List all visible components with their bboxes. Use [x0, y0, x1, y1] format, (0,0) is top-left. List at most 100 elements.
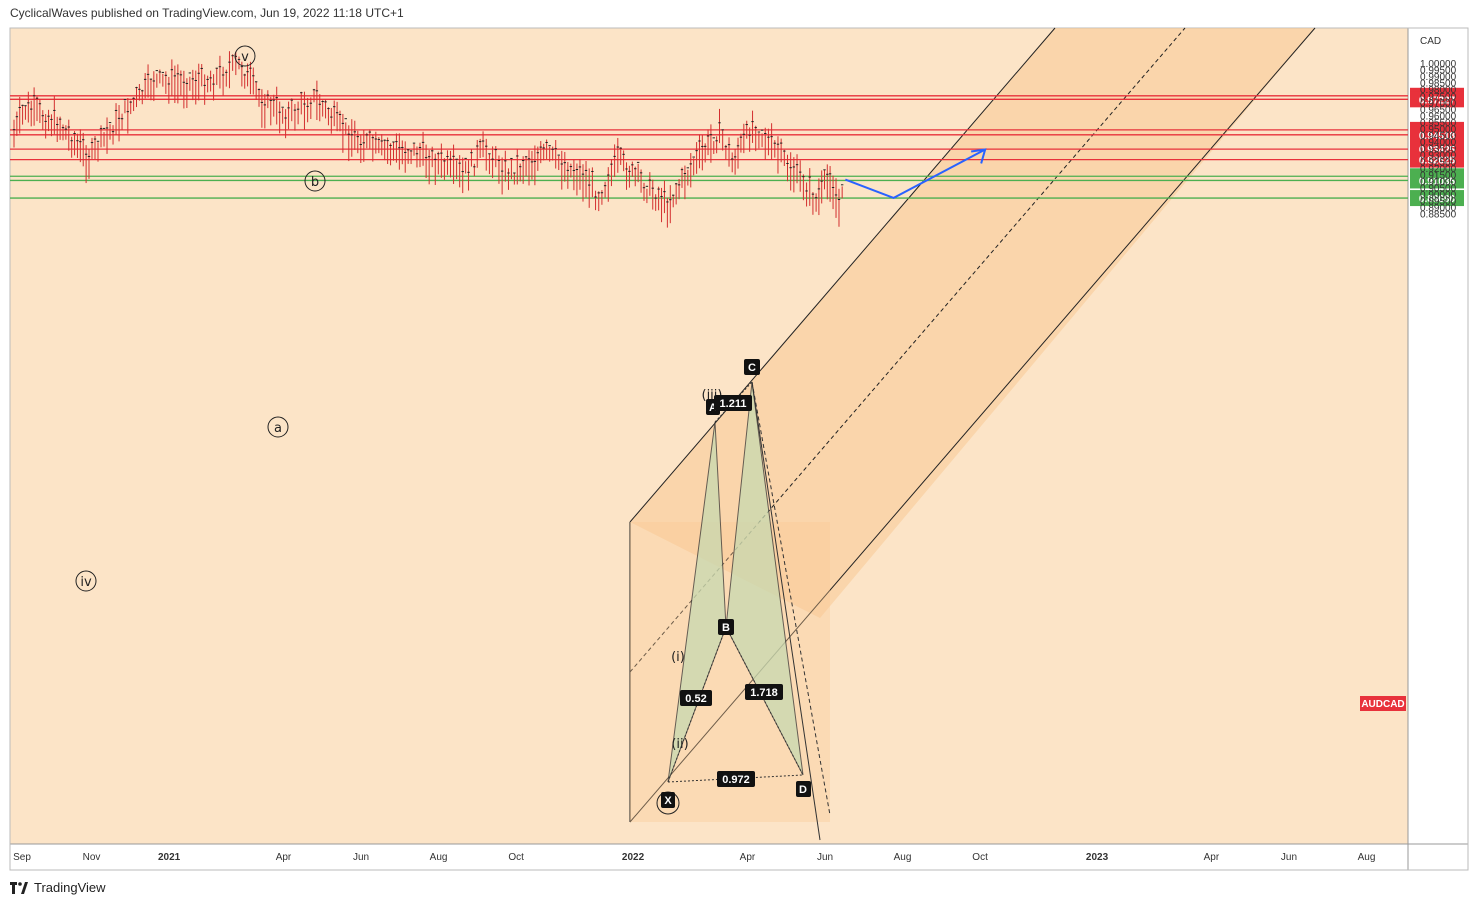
wave-label-a: a [267, 416, 289, 438]
wave-label-v: v [234, 45, 256, 67]
price-tick-20: 0.90000 [1420, 190, 1457, 201]
resistance-level-tag-1 [1410, 91, 1464, 108]
price-tick-18: 0.91000 [1420, 177, 1457, 188]
horizontal-levels: 0.974970.972270.948940.945180.934250.926… [10, 87, 1464, 207]
wave-label-i: (i) [671, 650, 685, 665]
support-level-value-2: 0.89690 [1419, 194, 1456, 205]
time-tick-13: Apr [1204, 852, 1220, 863]
svg-text:0.52: 0.52 [685, 693, 706, 705]
point-label-x: X [661, 792, 675, 808]
harmonic-dashed-extension [751, 381, 831, 816]
price-tick-2: 0.99000 [1420, 72, 1457, 83]
price-tick-22: 0.89000 [1420, 203, 1457, 214]
svg-text:C: C [748, 362, 756, 374]
chart-frame [9, 27, 1469, 871]
time-tick-15: Aug [1358, 852, 1376, 863]
price-tick-9: 0.95500 [1420, 118, 1457, 129]
svg-text:X: X [664, 795, 672, 807]
time-tick-2: 2021 [158, 852, 181, 863]
point-label-b: B [718, 619, 734, 635]
resistance-level-value-4: 0.93425 [1419, 145, 1456, 156]
price-tick-8: 0.96000 [1420, 111, 1457, 122]
time-tick-3: Apr [276, 852, 292, 863]
resistance-level-value-5: 0.92625 [1419, 156, 1456, 167]
channel-fill [630, 28, 1315, 618]
price-tick-23: 0.88500 [1420, 210, 1457, 221]
svg-text:1.211: 1.211 [720, 398, 747, 410]
price-tick-0: 1.00000 [1420, 59, 1457, 70]
projection-line [844, 148, 986, 200]
price-tick-17: 0.91500 [1420, 170, 1457, 181]
resistance-level-value-3: 0.94518 [1419, 131, 1456, 142]
harmonic-xd-line [667, 774, 804, 783]
currency-label: CAD [1420, 36, 1441, 47]
wave-label-ii: (ii) [671, 737, 688, 752]
wave-label-iv: iv [75, 570, 97, 592]
svg-text:a: a [274, 421, 282, 436]
price-tick-10: 0.95000 [1420, 125, 1457, 136]
price-tick-1: 0.99500 [1420, 66, 1457, 77]
resistance-level-tag-5 [1410, 151, 1464, 168]
time-tick-4: Jun [353, 852, 369, 863]
projection-path [844, 148, 987, 200]
time-tick-8: Apr [740, 852, 756, 863]
ratio-label-0972: 0.972 [717, 771, 755, 787]
channel-lower-line [629, 27, 1316, 823]
svg-text:D: D [799, 784, 807, 796]
tradingview-brand: TradingView [34, 880, 106, 895]
price-candles [12, 51, 844, 228]
projection-arrowhead [971, 148, 987, 164]
svg-text:0.972: 0.972 [722, 774, 750, 786]
time-tick-6: Oct [508, 852, 524, 863]
point-label-d: D [796, 781, 811, 797]
price-tick-5: 0.97500 [1420, 92, 1457, 103]
tradingview-logo-icon [10, 881, 28, 894]
price-tick-4: 0.98000 [1420, 85, 1457, 96]
price-tick-7: 0.96500 [1420, 105, 1457, 116]
price-tick-16: 0.92000 [1420, 164, 1457, 175]
price-tick-15: 0.92500 [1420, 157, 1457, 168]
time-tick-12: 2023 [1086, 852, 1109, 863]
resistance-level-tag-3 [1410, 126, 1464, 143]
price-axis: 1.000000.995000.990000.985000.980000.975… [1420, 59, 1457, 221]
point-label-c: C [744, 359, 760, 375]
support-level-tag-2 [1410, 190, 1464, 207]
svg-text:b: b [311, 175, 319, 190]
price-tick-14: 0.93000 [1420, 151, 1457, 162]
time-tick-0: Sep [13, 852, 31, 863]
price-tick-6: 0.97000 [1420, 98, 1457, 109]
time-tick-11: Oct [972, 852, 988, 863]
time-tick-7: 2022 [622, 852, 645, 863]
support-level-tag-1 [1410, 172, 1464, 189]
time-axis: Sep Nov 2021 Apr Jun Aug Oct 2022 Apr Jun Aug Oct 20… [13, 852, 1375, 863]
channel-upper-line [629, 27, 1056, 523]
harmonic-ac-line [714, 381, 753, 423]
time-tick-5: Aug [430, 852, 448, 863]
time-tick-14: Jun [1281, 852, 1297, 863]
svg-text:1.718: 1.718 [750, 687, 778, 699]
tradingview-footer: TradingView [10, 880, 106, 895]
price-tick-13: 0.93500 [1420, 144, 1457, 155]
publisher-header: CyclicalWaves published on TradingView.c… [10, 6, 404, 20]
symbol-tag [1360, 696, 1406, 711]
price-tick-19: 0.90500 [1420, 183, 1457, 194]
svg-text:iv: iv [80, 575, 92, 590]
ratio-label-1718: 1.718 [745, 684, 783, 700]
harmonic-triangle-bcd [725, 381, 804, 776]
wave-label-b: b [304, 170, 326, 192]
svg-text:A: A [709, 402, 717, 414]
symbol-tag-text: AUDCAD [1361, 699, 1404, 710]
price-tick-11: 0.94500 [1420, 131, 1457, 142]
ratio-label-052: 0.52 [680, 690, 712, 706]
support-level-value-1: 0.91035 [1419, 176, 1456, 187]
price-tick-12: 0.94000 [1420, 138, 1457, 149]
time-tick-9: Jun [817, 852, 833, 863]
price-tick-21: 0.89500 [1420, 197, 1457, 208]
ratio-label-1211: 1.211 [714, 395, 752, 411]
harmonic-solid-extension [751, 381, 821, 841]
time-tick-10: Aug [894, 852, 912, 863]
svg-text:v: v [241, 50, 249, 65]
time-tick-1: Nov [83, 852, 101, 863]
harmonic-xb-line [667, 626, 727, 783]
